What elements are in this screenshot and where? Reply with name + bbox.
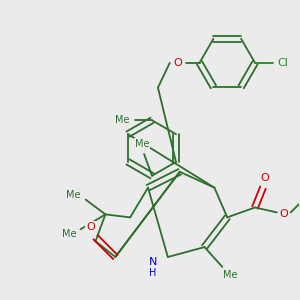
Text: O: O	[173, 58, 182, 68]
Text: Cl: Cl	[277, 58, 288, 68]
Text: Me: Me	[61, 229, 76, 239]
Text: H: H	[149, 268, 157, 278]
Text: Me: Me	[115, 115, 130, 125]
Text: O: O	[279, 209, 288, 219]
Text: Me: Me	[223, 270, 238, 280]
Text: Me: Me	[67, 190, 81, 200]
Text: O: O	[261, 173, 269, 183]
Text: Me: Me	[135, 139, 149, 149]
Text: O: O	[86, 222, 95, 232]
Text: N: N	[149, 257, 157, 267]
